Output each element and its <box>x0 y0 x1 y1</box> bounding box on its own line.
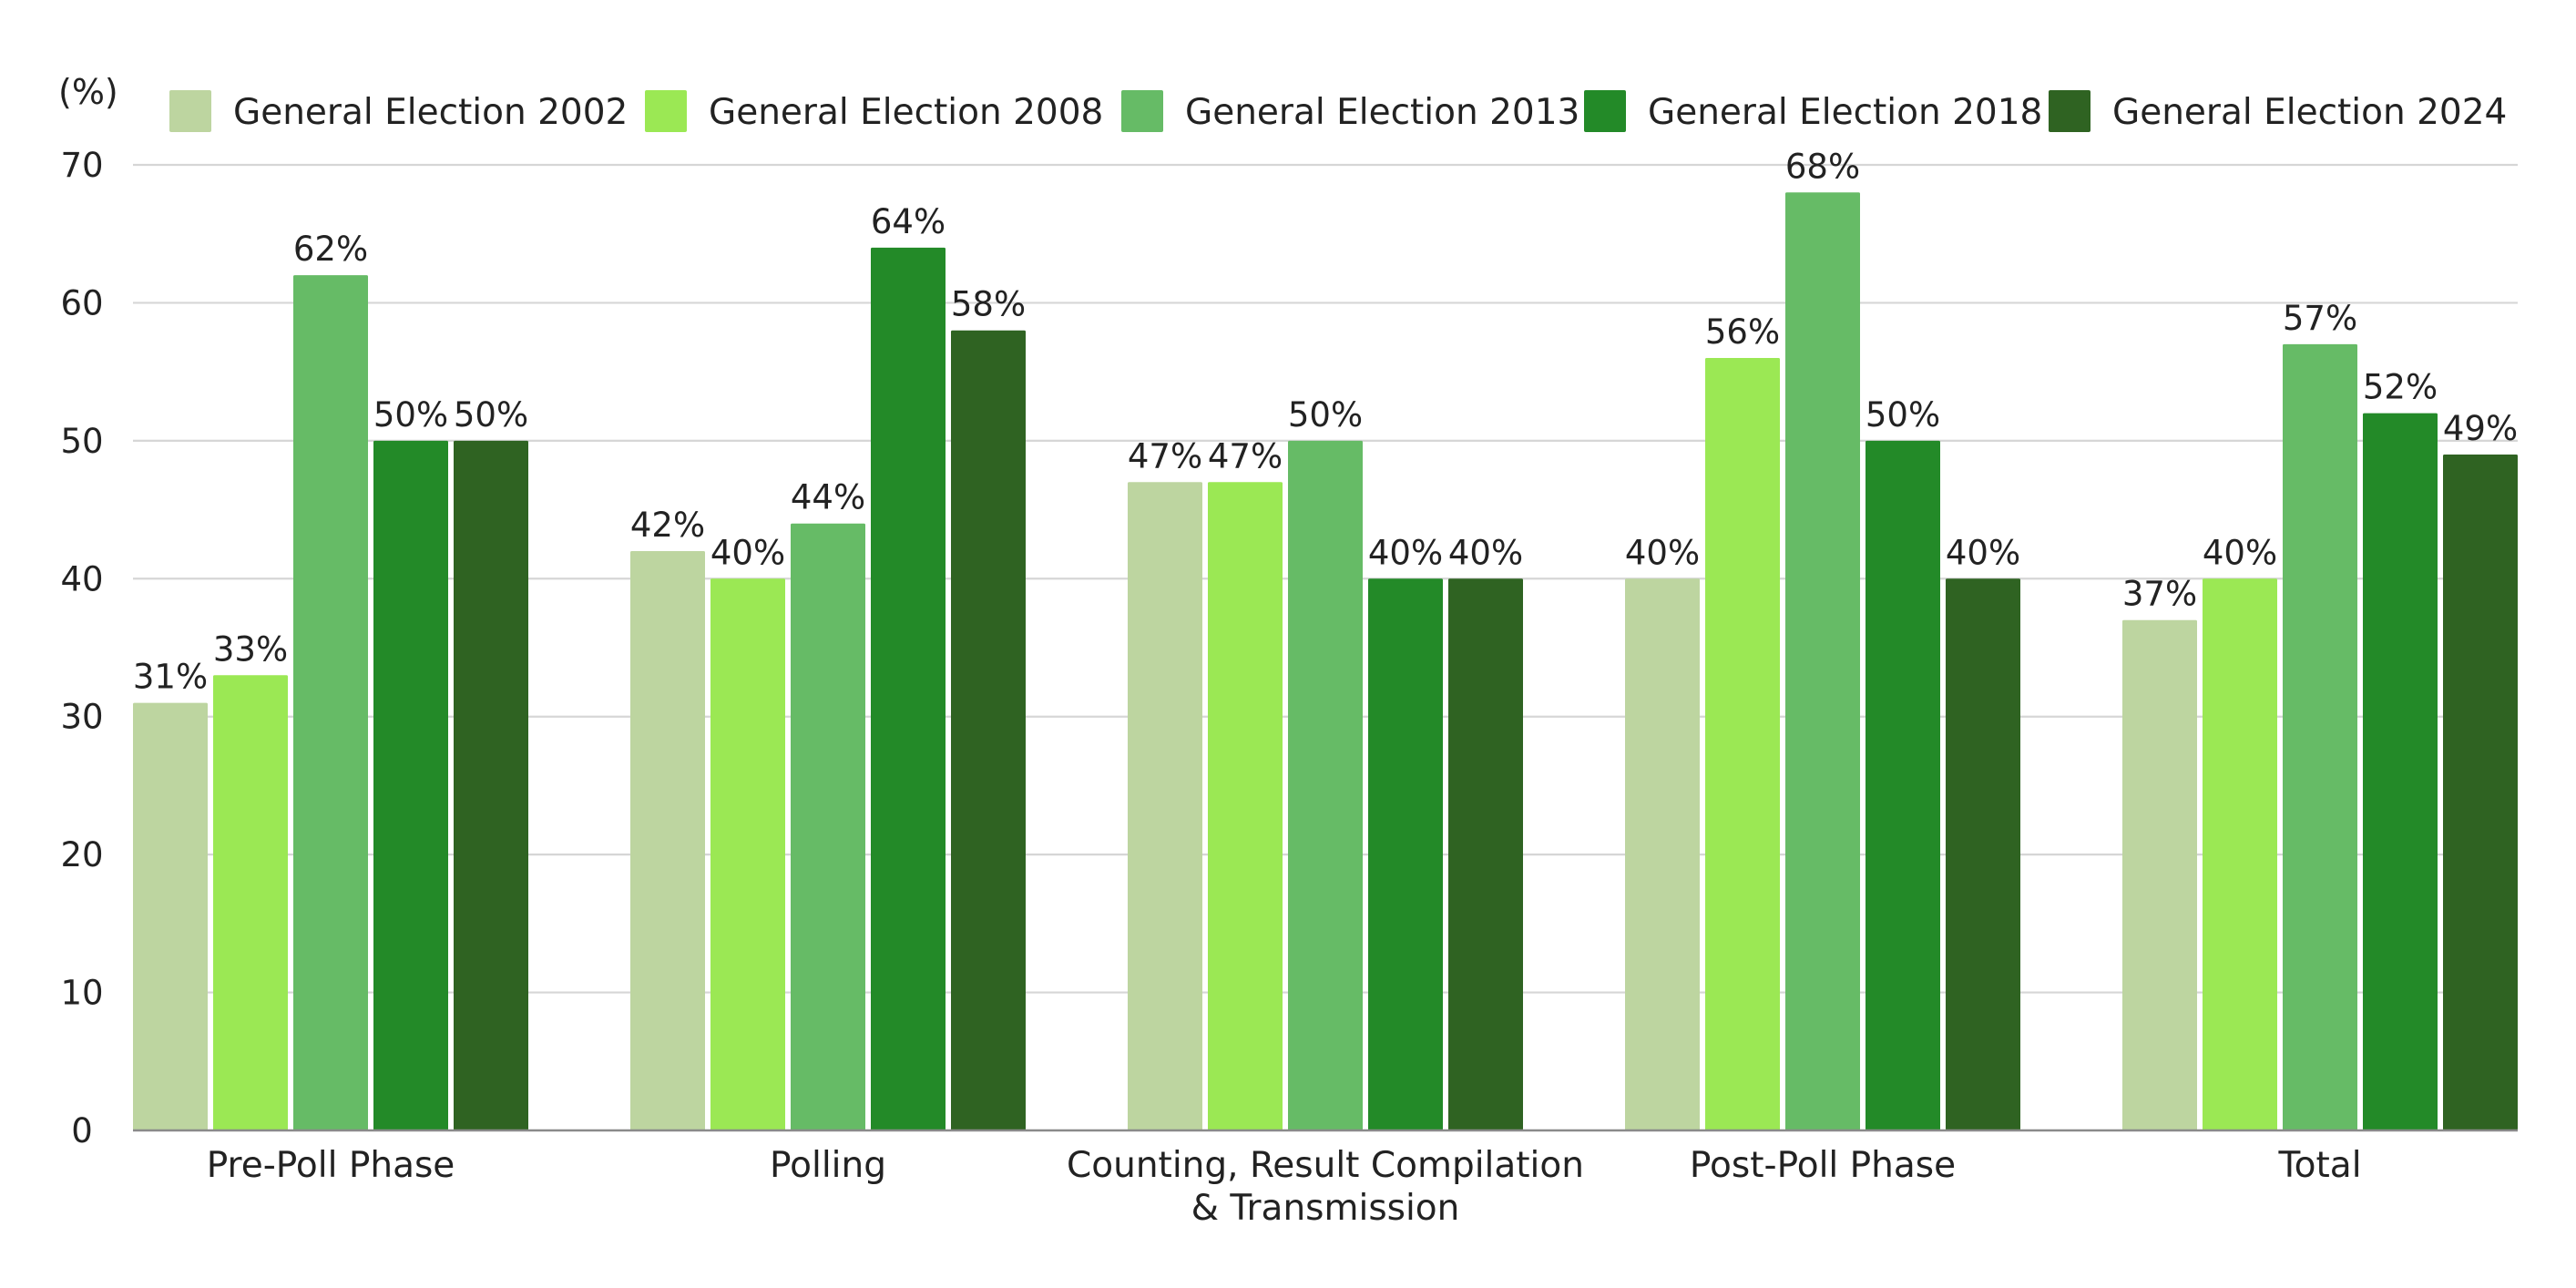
y-tick-label: 20 <box>60 835 103 874</box>
data-label: 40% <box>1448 533 1523 572</box>
data-label: 52% <box>2363 368 2438 407</box>
legend-swatch <box>2049 90 2090 132</box>
data-label: 33% <box>213 629 288 669</box>
data-labels: 31%33%62%50% 50%42%40%44%64%58%47% 47%50%4… <box>133 147 2518 696</box>
data-label: 47% <box>1128 436 1202 475</box>
data-label: 50% <box>454 395 528 434</box>
y-tick-label: 40 <box>60 559 103 598</box>
bar <box>951 330 1026 1130</box>
data-label: 50% <box>1288 395 1363 434</box>
legend-label: General Election 2024 <box>2112 92 2507 133</box>
bar <box>710 578 785 1130</box>
bar <box>1785 192 1860 1130</box>
legend-item: General Election 2024 <box>2049 90 2507 133</box>
bar <box>2203 578 2277 1130</box>
y-tick-label: 30 <box>60 698 103 737</box>
bar <box>791 523 865 1130</box>
y-tick-label: 70 <box>60 146 103 185</box>
data-label: 50% <box>373 395 448 434</box>
data-label: 40% <box>1946 533 2020 572</box>
y-tick-label: 50 <box>60 422 103 461</box>
bar <box>1288 440 1363 1130</box>
legend-swatch <box>645 90 687 132</box>
legend-label: General Election 2013 <box>1185 92 1579 133</box>
data-label: 49% <box>2443 409 2518 448</box>
data-label: 31% <box>133 658 208 697</box>
y-axis: (%) 0 10 20 30 40 50 60 70 <box>58 72 118 1150</box>
data-label: 62% <box>293 230 368 269</box>
legend-item: General Election 2013 <box>1121 90 1579 133</box>
bar <box>1625 578 1700 1130</box>
bar <box>1866 440 1940 1130</box>
bar <box>1448 578 1523 1130</box>
data-label: 40% <box>1625 533 1700 572</box>
legend-label: General Election 2008 <box>709 92 1103 133</box>
data-label: 47% <box>1208 436 1283 475</box>
legend-item: General Election 2008 <box>645 90 1103 133</box>
data-label: 40% <box>1368 533 1443 572</box>
x-category-label: Total <box>2277 1145 2361 1186</box>
bar <box>2122 619 2197 1130</box>
data-label: 40% <box>2203 533 2277 572</box>
data-label: 40% <box>710 533 785 572</box>
legend-swatch <box>1121 90 1163 132</box>
legend-item: General Election 2002 <box>169 90 628 133</box>
y-tick-label: 60 <box>60 283 103 322</box>
data-label: 58% <box>951 285 1026 324</box>
bar <box>630 551 705 1130</box>
x-category-label: Pre-Poll Phase <box>207 1145 455 1186</box>
bar <box>293 275 368 1131</box>
legend: General Election 2002 General Election 20… <box>169 90 2507 133</box>
x-axis: Pre-Poll Phase Polling Counting, Result Co… <box>133 1129 2518 1229</box>
bar <box>2363 413 2438 1131</box>
bar <box>454 440 528 1130</box>
data-label: 37% <box>2122 575 2197 614</box>
x-category-label: Counting, Result Compilation & Transmissi… <box>1067 1145 1584 1229</box>
data-label: 42% <box>630 506 705 545</box>
legend-label: General Election 2002 <box>233 92 628 133</box>
x-category-label: Polling <box>770 1145 886 1186</box>
bar <box>373 440 448 1130</box>
legend-item: General Election 2018 <box>1584 90 2042 133</box>
x-category-label: Post-Poll Phase <box>1690 1145 1956 1186</box>
bars <box>133 192 2518 1131</box>
y-tick-label: 0 <box>71 1111 93 1150</box>
data-label: 68% <box>1785 147 1860 186</box>
data-label: 57% <box>2283 299 2357 338</box>
bar <box>871 247 946 1130</box>
legend-label: General Election 2018 <box>1648 92 2042 133</box>
bar <box>133 702 208 1130</box>
bar <box>1128 482 1202 1130</box>
data-label: 50% <box>1866 395 1940 434</box>
legend-swatch <box>1584 90 1626 132</box>
y-tick-label: 10 <box>60 974 103 1013</box>
y-axis-unit-label: (%) <box>58 72 118 112</box>
bar <box>1946 578 2020 1130</box>
data-label: 64% <box>871 202 946 241</box>
bar <box>2443 455 2518 1130</box>
bar <box>1208 482 1283 1130</box>
data-label: 44% <box>791 478 865 517</box>
bar <box>1705 358 1780 1130</box>
bar <box>2283 343 2357 1130</box>
bar <box>213 675 288 1130</box>
legend-swatch <box>169 90 211 132</box>
bar <box>1368 578 1443 1130</box>
data-label: 56% <box>1705 312 1780 352</box>
